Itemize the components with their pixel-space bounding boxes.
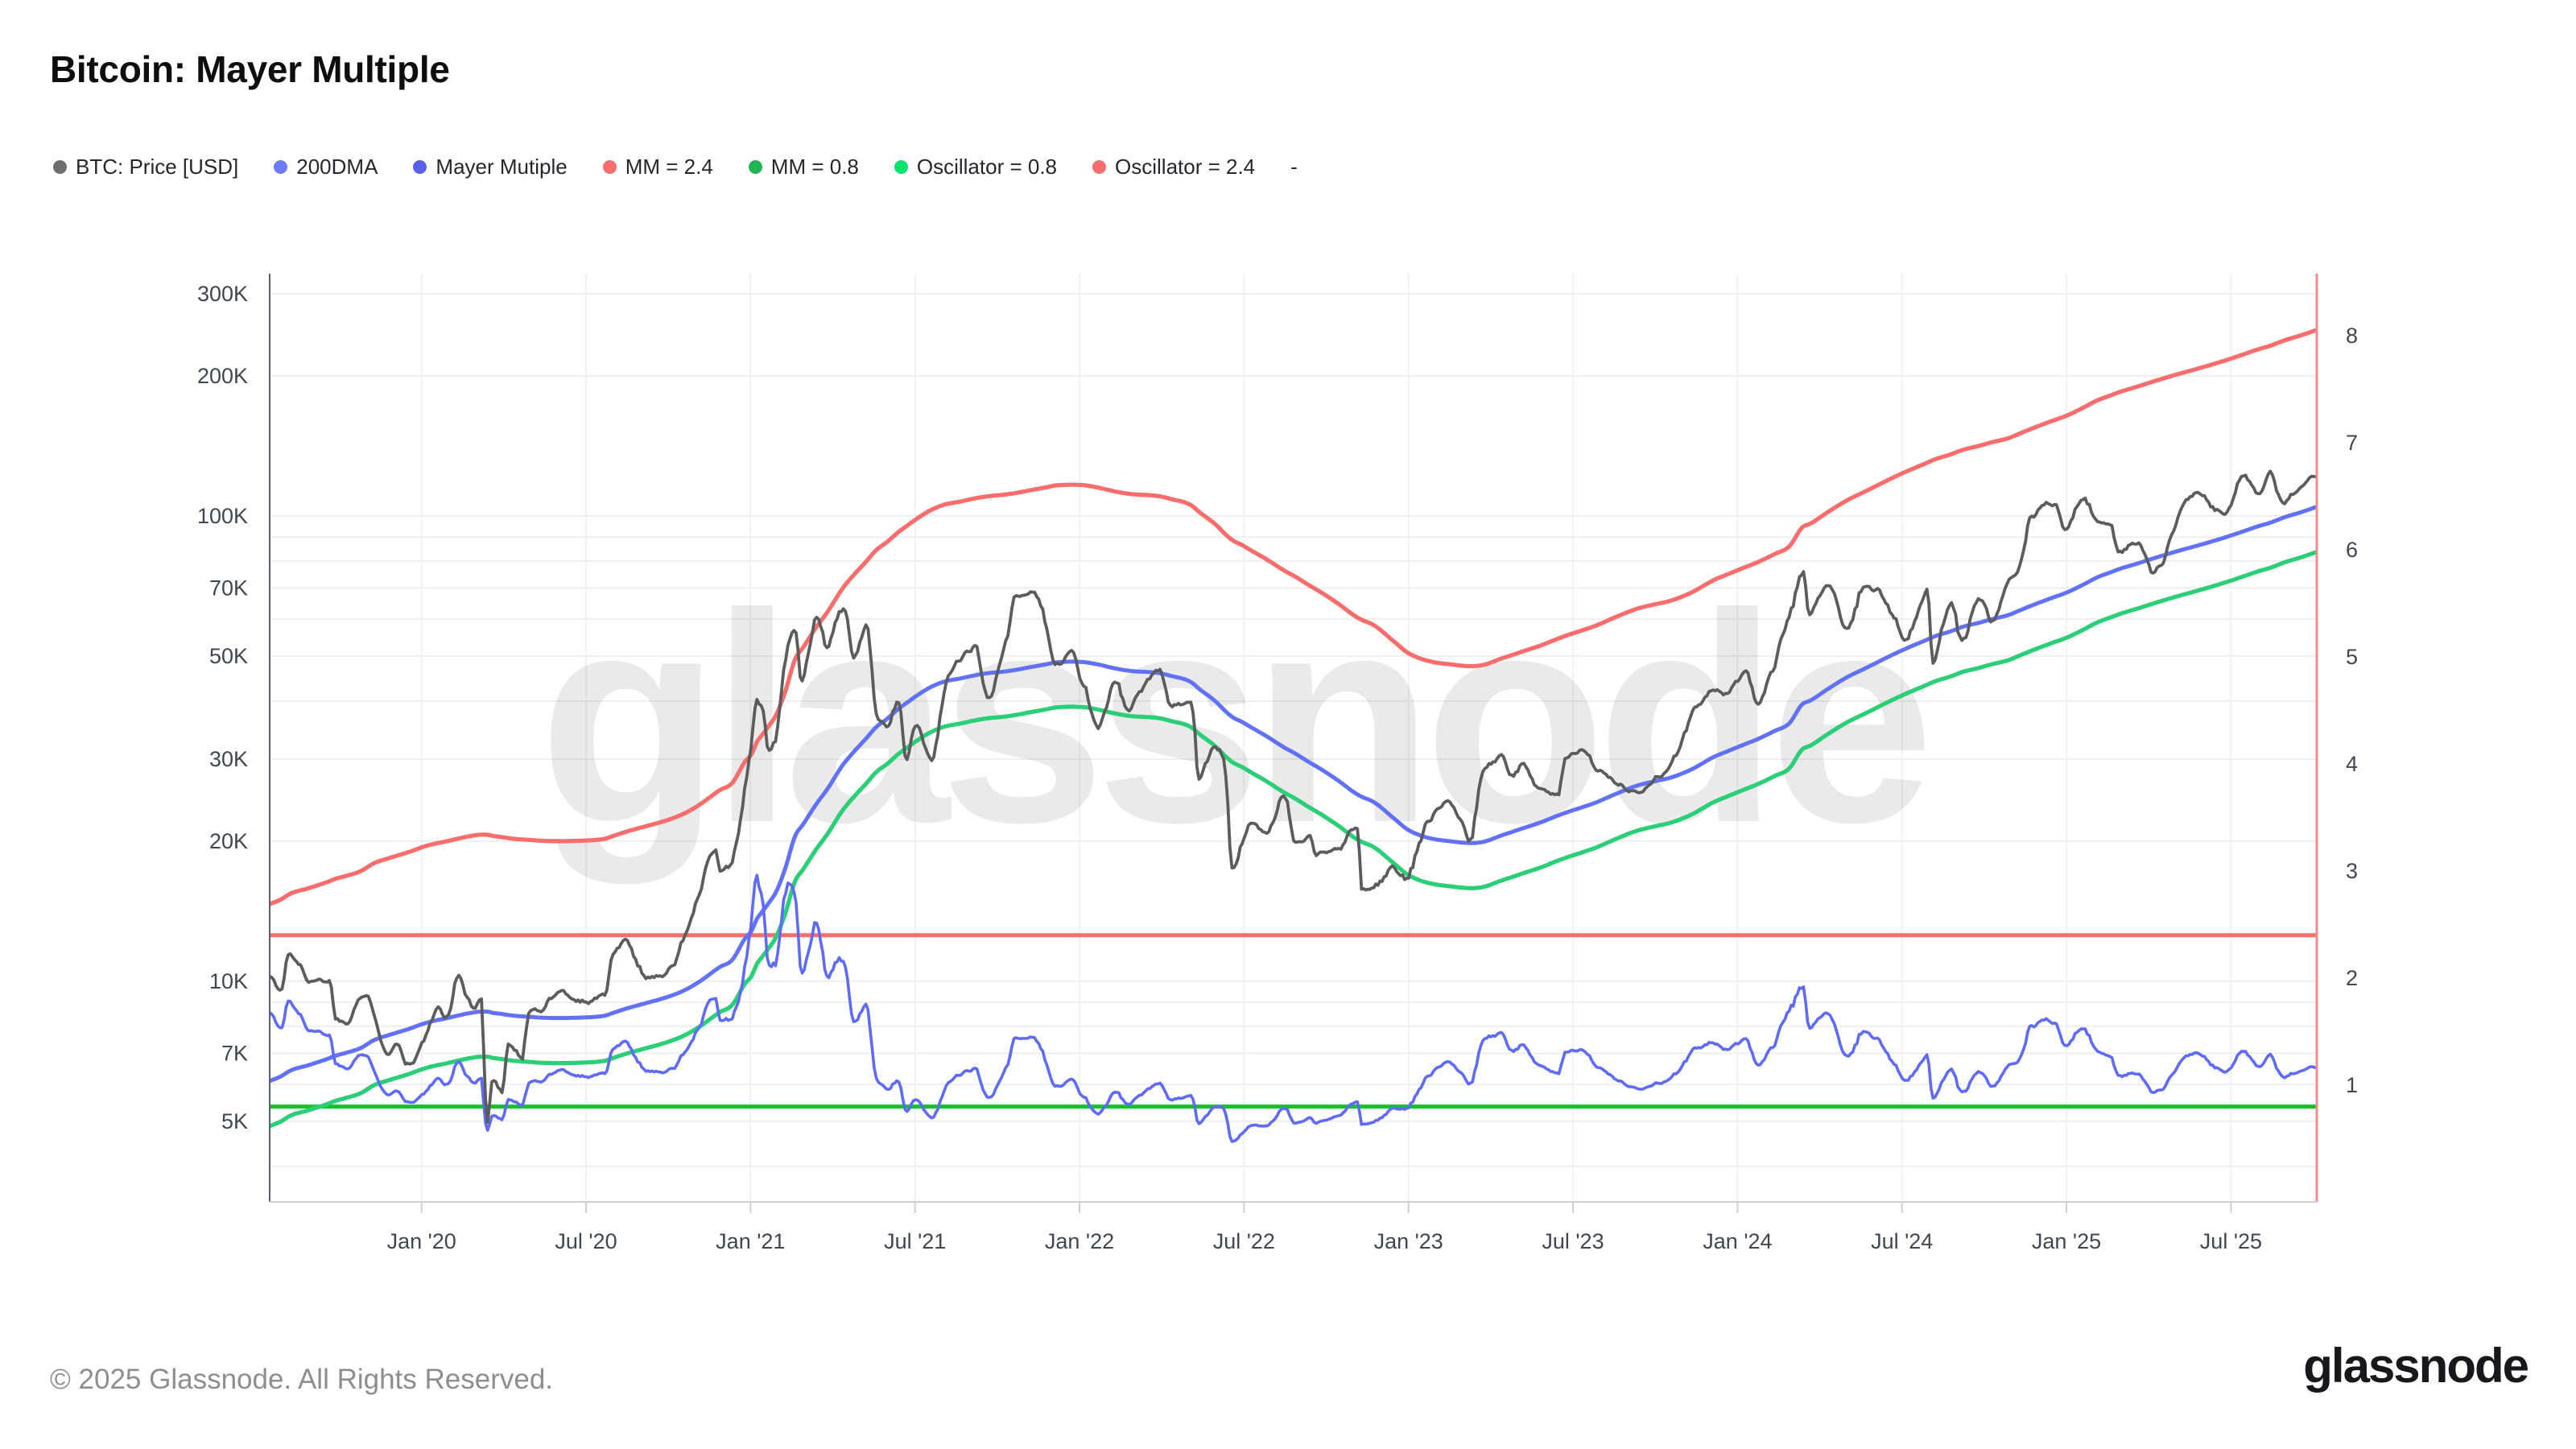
x-axis-label: Jul '23 — [1542, 1229, 1604, 1253]
x-axis-label: Jan '23 — [1374, 1229, 1443, 1253]
left-axis-label: 5K — [221, 1109, 248, 1133]
right-axis-label: 8 — [2346, 324, 2358, 348]
mayer-multiple-line[interactable] — [270, 873, 2317, 1143]
legend-dot-mm-0-8 — [748, 160, 762, 174]
left-axis-label: 7K — [221, 1041, 248, 1065]
left-axis-label: 50K — [209, 644, 248, 668]
right-axis-label: 5 — [2346, 645, 2358, 669]
legend-item-200dma[interactable]: 200DMA — [274, 155, 378, 180]
left-axis-label: 70K — [209, 576, 248, 600]
glassnode-logo: glassnode — [2303, 1339, 2529, 1393]
legend-item-mayer-mutiple[interactable]: Mayer Mutiple — [413, 155, 568, 180]
x-axis-label: Jan '20 — [387, 1229, 456, 1253]
axis-labels: 300K 200K 100K 70K 50K 30K 20K 10K 7K 5K 8 7 6 5 4 3 2 1 J… — [197, 282, 2358, 1253]
x-axis-label: Jan '25 — [2032, 1229, 2101, 1253]
left-axis-label: 200K — [197, 364, 248, 388]
right-axis-label: 4 — [2346, 752, 2358, 776]
page-title: Bitcoin: Mayer Multiple — [50, 48, 450, 90]
legend-label: - — [1290, 155, 1298, 179]
legend-label: 200DMA — [296, 155, 378, 179]
right-axis-label: 3 — [2346, 859, 2358, 883]
legend-label: Oscillator = 2.4 — [1115, 155, 1256, 179]
left-axis-label: 10K — [209, 969, 248, 993]
x-axis-ticks — [420, 1202, 2232, 1213]
horizontal-gridlines — [270, 293, 2317, 1167]
vertical-gridlines — [420, 274, 2232, 1202]
dma-200-line[interactable] — [270, 505, 2317, 1084]
right-axis-label: 1 — [2346, 1073, 2358, 1097]
legend-label: Mayer Mutiple — [436, 155, 568, 179]
x-axis-label: Jan '21 — [716, 1229, 785, 1253]
left-axis-label: 100K — [197, 504, 248, 528]
x-axis-label: Jul '24 — [1871, 1229, 1933, 1253]
copyright-text: © 2025 Glassnode. All Rights Reserved. — [50, 1364, 554, 1395]
right-axis-label: 7 — [2346, 431, 2358, 455]
x-axis-label: Jan '24 — [1703, 1229, 1772, 1253]
x-axis-label: Jul '21 — [884, 1229, 946, 1253]
x-axis-label: Jul '25 — [2200, 1229, 2262, 1253]
x-axis-label: Jul '20 — [555, 1229, 617, 1253]
btc-price-line[interactable] — [270, 469, 2317, 1125]
left-axis-label: 20K — [209, 829, 248, 853]
mayer-multiple-chart[interactable]: glassnode300K200K100K70K50K30K20K10K7K5K… — [0, 0, 2576, 1304]
legend-label: Oscillator = 0.8 — [916, 155, 1058, 179]
legend-dot-oscillator-2-4 — [1092, 160, 1107, 174]
legend-label: BTC: Price [USD] — [76, 155, 239, 179]
x-axis-label: Jul '22 — [1213, 1229, 1275, 1253]
legend-item-dash: - — [1290, 155, 1298, 180]
legend-label: MM = 2.4 — [625, 155, 713, 179]
legend-item-mm-0-8[interactable]: MM = 0.8 — [748, 155, 859, 180]
legend-item-mm-2-4[interactable]: MM = 2.4 — [602, 155, 713, 180]
left-axis-label: 300K — [197, 282, 248, 306]
legend-dot-200dma — [274, 160, 288, 174]
legend-item-btc-price-usd[interactable]: BTC: Price [USD] — [53, 155, 238, 180]
legend-dot-btc-price-usd — [53, 160, 67, 174]
right-axis-label: 6 — [2346, 538, 2358, 562]
legend-label: MM = 0.8 — [770, 155, 859, 179]
legend-item-oscillator-0-8[interactable]: Oscillator = 0.8 — [894, 155, 1057, 180]
right-axis-label: 2 — [2346, 966, 2358, 990]
mm-2-4-band-line[interactable] — [270, 328, 2317, 906]
legend: BTC: Price [USD] 200DMA Mayer Mutiple MM = … — [53, 155, 1298, 180]
legend-item-oscillator-2-4[interactable]: Oscillator = 2.4 — [1092, 155, 1255, 180]
left-axis-label: 30K — [209, 747, 248, 771]
legend-dot-mm-2-4 — [602, 160, 617, 174]
x-axis-label: Jan '22 — [1045, 1229, 1114, 1253]
legend-dot-mayer-mutiple — [413, 160, 427, 174]
legend-dot-oscillator-0-8 — [894, 160, 908, 174]
